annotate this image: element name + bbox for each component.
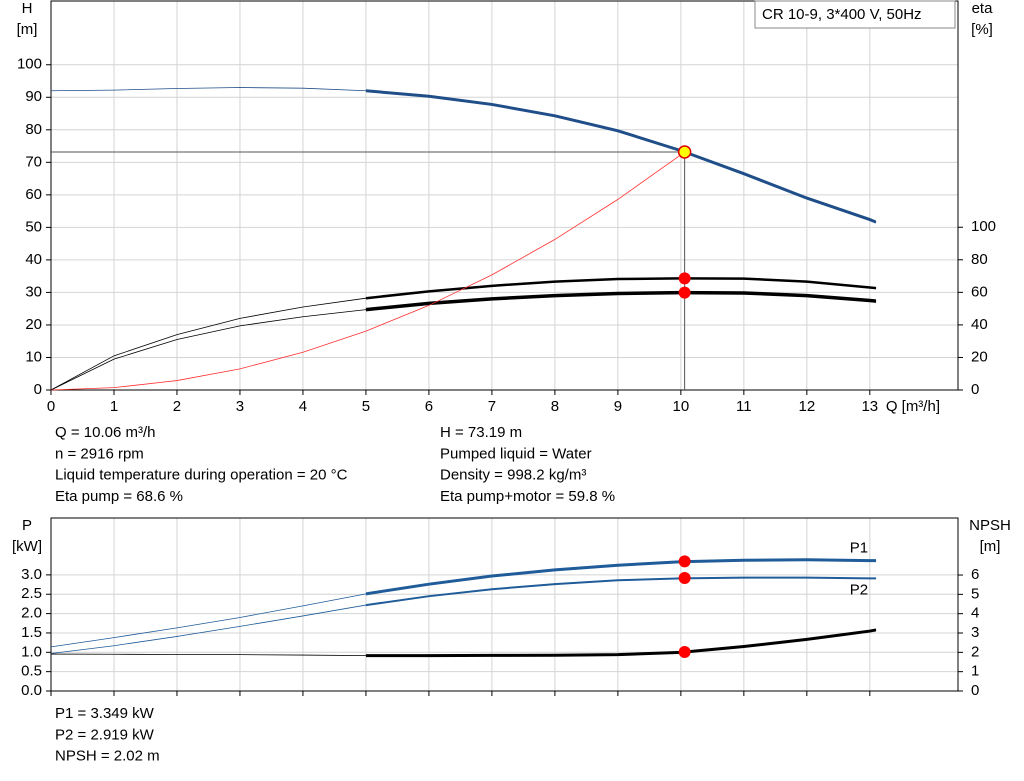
- y-axis-label: P: [22, 517, 32, 534]
- y-tick-label: 3.0: [21, 566, 42, 583]
- curve-thin: [50, 577, 877, 654]
- y2-tick-label: 4: [971, 605, 979, 622]
- operating-point: [678, 645, 691, 658]
- chart-title: CR 10-9, 3*400 V, 50Hz: [762, 6, 922, 23]
- plot-frame: [50, 517, 959, 692]
- y2-tick-label: 1: [971, 663, 979, 680]
- x-tick-label: 2: [173, 398, 181, 415]
- x-tick-label: 5: [362, 398, 370, 415]
- info-text: Eta pump = 68.6 %: [55, 488, 183, 505]
- y-tick-label: 80: [25, 121, 42, 138]
- y-axis-unit: [kW]: [12, 538, 42, 555]
- curve-thin: [50, 87, 877, 223]
- operating-point: [678, 555, 691, 568]
- info-text: Pumped liquid = Water: [440, 445, 592, 462]
- y2-tick-label: 100: [971, 218, 996, 235]
- info-text: NPSH = 2.02 m: [55, 748, 160, 765]
- y2-axis-label: eta: [972, 0, 994, 17]
- operating-point: [678, 572, 691, 585]
- info-text: n = 2916 rpm: [55, 445, 144, 462]
- y-tick-label: 50: [25, 218, 42, 235]
- y2-tick-label: 3: [971, 624, 979, 641]
- curve-thin: [50, 151, 685, 391]
- y2-tick-label: 0: [971, 682, 979, 699]
- x-tick-label: 0: [47, 398, 55, 415]
- x-tick-label: 7: [488, 398, 496, 415]
- y-tick-label: 100: [17, 56, 42, 73]
- y-tick-label: 0.0: [21, 682, 42, 699]
- x-tick-label: 8: [551, 398, 559, 415]
- x-tick-label: 12: [798, 398, 815, 415]
- y2-tick-label: 60: [971, 283, 988, 300]
- curve-operating: [365, 628, 877, 658]
- x-tick-label: 13: [861, 398, 878, 415]
- x-tick-label: 6: [425, 398, 433, 415]
- x-tick-label: 3: [236, 398, 244, 415]
- y-tick-label: 2.5: [21, 585, 42, 602]
- y2-tick-label: 40: [971, 316, 988, 333]
- y2-axis-unit: [%]: [971, 21, 993, 38]
- x-tick-label: 9: [614, 398, 622, 415]
- y-tick-label: 0: [34, 381, 42, 398]
- y-tick-label: 70: [25, 153, 42, 170]
- y2-tick-label: 2: [971, 643, 979, 660]
- curve-operating: [365, 290, 877, 312]
- y2-axis-unit: [m]: [980, 538, 1001, 555]
- series-label: P2: [850, 581, 868, 598]
- info-text: Q = 10.06 m³/h: [55, 424, 155, 441]
- y-tick-label: 1.0: [21, 643, 42, 660]
- curve-thin: [50, 292, 877, 391]
- x-tick-label: 11: [736, 398, 752, 415]
- curve-operating: [365, 558, 877, 596]
- x-tick-label: 10: [673, 398, 690, 415]
- info-text: P2 = 2.919 kW: [55, 726, 155, 743]
- operating-point: [678, 272, 691, 285]
- x-tick-label: 4: [299, 398, 307, 415]
- y-tick-label: 60: [25, 186, 42, 203]
- y-tick-label: 2.0: [21, 605, 42, 622]
- info-text: Liquid temperature during operation = 20…: [55, 467, 348, 484]
- curve-thin: [50, 277, 877, 391]
- y-tick-label: 30: [25, 283, 42, 300]
- x-tick-label: 1: [110, 398, 118, 415]
- y-tick-label: 20: [25, 316, 42, 333]
- y-tick-label: 1.5: [21, 624, 42, 641]
- y-tick-label: 10: [25, 348, 42, 365]
- y2-tick-label: 5: [971, 585, 979, 602]
- operating-point: [677, 145, 692, 159]
- title-box: [754, 0, 956, 29]
- plot-frame: [50, 0, 959, 391]
- curve-operating: [365, 277, 877, 300]
- y2-tick-label: 6: [971, 566, 979, 583]
- y-tick-label: 40: [25, 251, 42, 268]
- y2-tick-label: 80: [971, 251, 988, 268]
- info-text: Density = 998.2 kg/m³: [440, 467, 586, 484]
- info-text: H = 73.19 m: [440, 424, 522, 441]
- y-tick-label: 0.5: [21, 663, 42, 680]
- y-axis-unit: [m]: [17, 21, 38, 38]
- y2-tick-label: 0: [971, 381, 979, 398]
- curve-operating: [365, 89, 877, 224]
- y2-axis-label: NPSH: [969, 517, 1011, 534]
- operating-point: [678, 286, 691, 299]
- info-text: Eta pump+motor = 59.8 %: [440, 488, 615, 505]
- curve-thin: [50, 629, 877, 657]
- curve-operating: [365, 576, 877, 607]
- x-axis-label: Q [m³/h]: [886, 398, 940, 415]
- series-label: P1: [850, 540, 868, 557]
- y2-tick-label: 20: [971, 348, 988, 365]
- y-axis-label: H: [22, 0, 33, 17]
- curve-thin: [50, 559, 877, 648]
- y-tick-label: 90: [25, 88, 42, 105]
- info-text: P1 = 3.349 kW: [55, 705, 155, 722]
